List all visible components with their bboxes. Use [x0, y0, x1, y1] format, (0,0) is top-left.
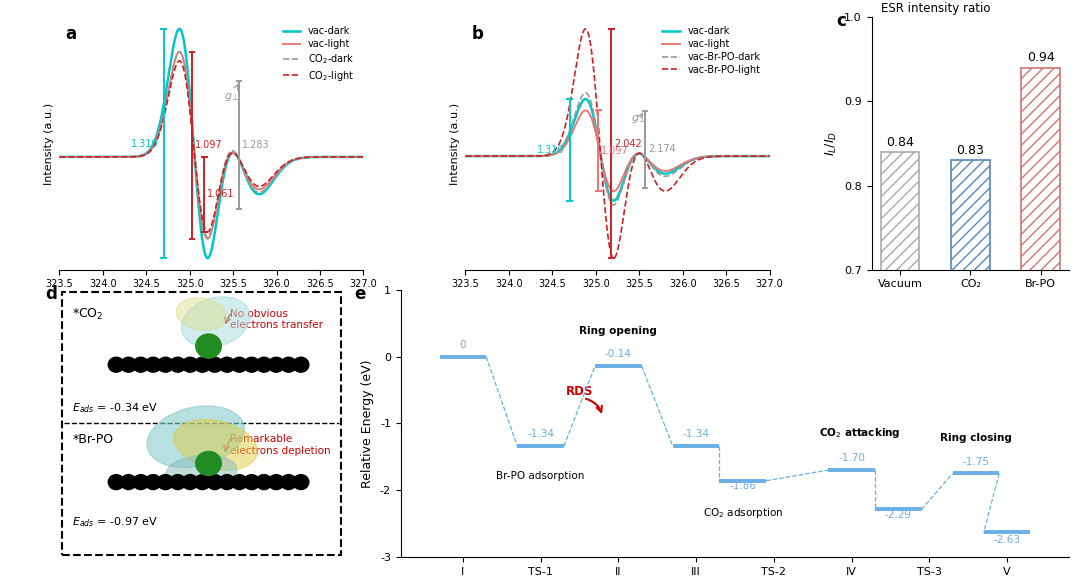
Text: Ring closing: Ring closing [940, 433, 1012, 443]
Text: a: a [66, 25, 77, 43]
X-axis label: Magnetic field (mT): Magnetic field (mT) [157, 295, 266, 305]
Circle shape [183, 357, 198, 372]
Text: 0.84: 0.84 [886, 136, 914, 148]
Ellipse shape [176, 298, 227, 331]
Text: No obvious
electrons transfer: No obvious electrons transfer [230, 309, 323, 330]
Circle shape [121, 474, 136, 490]
Circle shape [231, 474, 247, 490]
Text: $E_{ads}$ = -0.34 eV: $E_{ads}$ = -0.34 eV [72, 401, 159, 415]
Circle shape [133, 474, 149, 490]
Ellipse shape [174, 419, 257, 470]
Circle shape [158, 357, 174, 372]
Text: *CO$_2$: *CO$_2$ [72, 307, 104, 322]
Text: 1.283: 1.283 [242, 140, 269, 150]
Text: 2.174: 2.174 [648, 144, 676, 154]
Circle shape [268, 474, 284, 490]
Text: -1.86: -1.86 [729, 481, 756, 491]
Bar [880, 152, 919, 580]
Text: ESR intensity ratio: ESR intensity ratio [881, 2, 991, 15]
Circle shape [133, 357, 149, 372]
Circle shape [293, 357, 309, 372]
Circle shape [256, 357, 272, 372]
Text: -0.14: -0.14 [605, 349, 632, 360]
Text: 0: 0 [460, 340, 467, 350]
Text: Remarkable
electrons depletion: Remarkable electrons depletion [230, 434, 330, 456]
Text: -1.34: -1.34 [527, 429, 554, 440]
Circle shape [219, 474, 235, 490]
Text: 0.83: 0.83 [957, 144, 984, 157]
Circle shape [170, 357, 186, 372]
Bar [951, 160, 989, 580]
Circle shape [206, 474, 222, 490]
Text: -2.63: -2.63 [994, 535, 1021, 545]
Circle shape [244, 357, 259, 372]
Text: Ring opening: Ring opening [579, 326, 658, 336]
Text: $g_⊥$: $g_⊥$ [225, 85, 240, 103]
Y-axis label: Intensity (a.u.): Intensity (a.u.) [44, 103, 54, 184]
Circle shape [195, 334, 221, 358]
Text: d: d [45, 285, 57, 303]
Circle shape [170, 474, 186, 490]
Text: -1.75: -1.75 [962, 457, 989, 467]
Text: -1.70: -1.70 [838, 454, 865, 463]
Text: CO$_2$ attacking: CO$_2$ attacking [819, 426, 900, 440]
Circle shape [219, 357, 235, 372]
Y-axis label: Intensity (a.u.): Intensity (a.u.) [450, 103, 460, 184]
Text: $E_{ads}$ = -0.97 eV: $E_{ads}$ = -0.97 eV [72, 516, 159, 529]
Y-axis label: $I_L/I_D$: $I_L/I_D$ [823, 131, 838, 156]
Text: 1.310: 1.310 [131, 139, 159, 148]
Text: RDS: RDS [566, 385, 593, 398]
Circle shape [195, 451, 221, 476]
X-axis label: Magnetic field (mT): Magnetic field (mT) [563, 295, 672, 305]
Text: $g_⊥$: $g_⊥$ [631, 113, 646, 125]
FancyBboxPatch shape [62, 292, 341, 554]
Circle shape [194, 357, 211, 372]
Text: Br-PO adsorption: Br-PO adsorption [497, 472, 584, 481]
Text: *Br-PO: *Br-PO [72, 433, 113, 446]
Text: 1.097: 1.097 [194, 140, 222, 150]
Circle shape [231, 357, 247, 372]
Circle shape [145, 474, 161, 490]
Text: 1.097: 1.097 [600, 146, 629, 156]
Circle shape [244, 474, 259, 490]
Circle shape [281, 474, 297, 490]
Text: b: b [472, 25, 484, 43]
Circle shape [293, 474, 309, 490]
Circle shape [268, 357, 284, 372]
Circle shape [194, 474, 211, 490]
Text: 2.042: 2.042 [615, 139, 642, 148]
Text: 1.310: 1.310 [537, 145, 565, 155]
Text: -2.29: -2.29 [885, 510, 912, 520]
Ellipse shape [166, 455, 237, 488]
Circle shape [281, 357, 297, 372]
Ellipse shape [147, 406, 244, 467]
Y-axis label: Relative Energy (eV): Relative Energy (eV) [362, 359, 375, 488]
Circle shape [256, 474, 272, 490]
Ellipse shape [181, 297, 251, 347]
Circle shape [145, 357, 161, 372]
Text: -1.34: -1.34 [683, 429, 710, 440]
Text: c: c [836, 12, 846, 30]
Legend: vac-dark, vac-light, CO$_2$-dark, CO$_2$-light: vac-dark, vac-light, CO$_2$-dark, CO$_2$… [279, 22, 359, 86]
Circle shape [121, 357, 136, 372]
Circle shape [108, 357, 124, 372]
Circle shape [158, 474, 174, 490]
Text: CO$_2$ adsorption: CO$_2$ adsorption [703, 506, 783, 520]
Circle shape [108, 474, 124, 490]
Circle shape [206, 357, 222, 372]
Text: e: e [354, 285, 365, 303]
Text: 0.94: 0.94 [1027, 52, 1055, 64]
Circle shape [183, 474, 198, 490]
Text: 1.061: 1.061 [207, 190, 234, 200]
Legend: vac-dark, vac-light, vac-Br-PO-dark, vac-Br-PO-light: vac-dark, vac-light, vac-Br-PO-dark, vac… [659, 22, 765, 79]
Bar [1022, 68, 1061, 580]
